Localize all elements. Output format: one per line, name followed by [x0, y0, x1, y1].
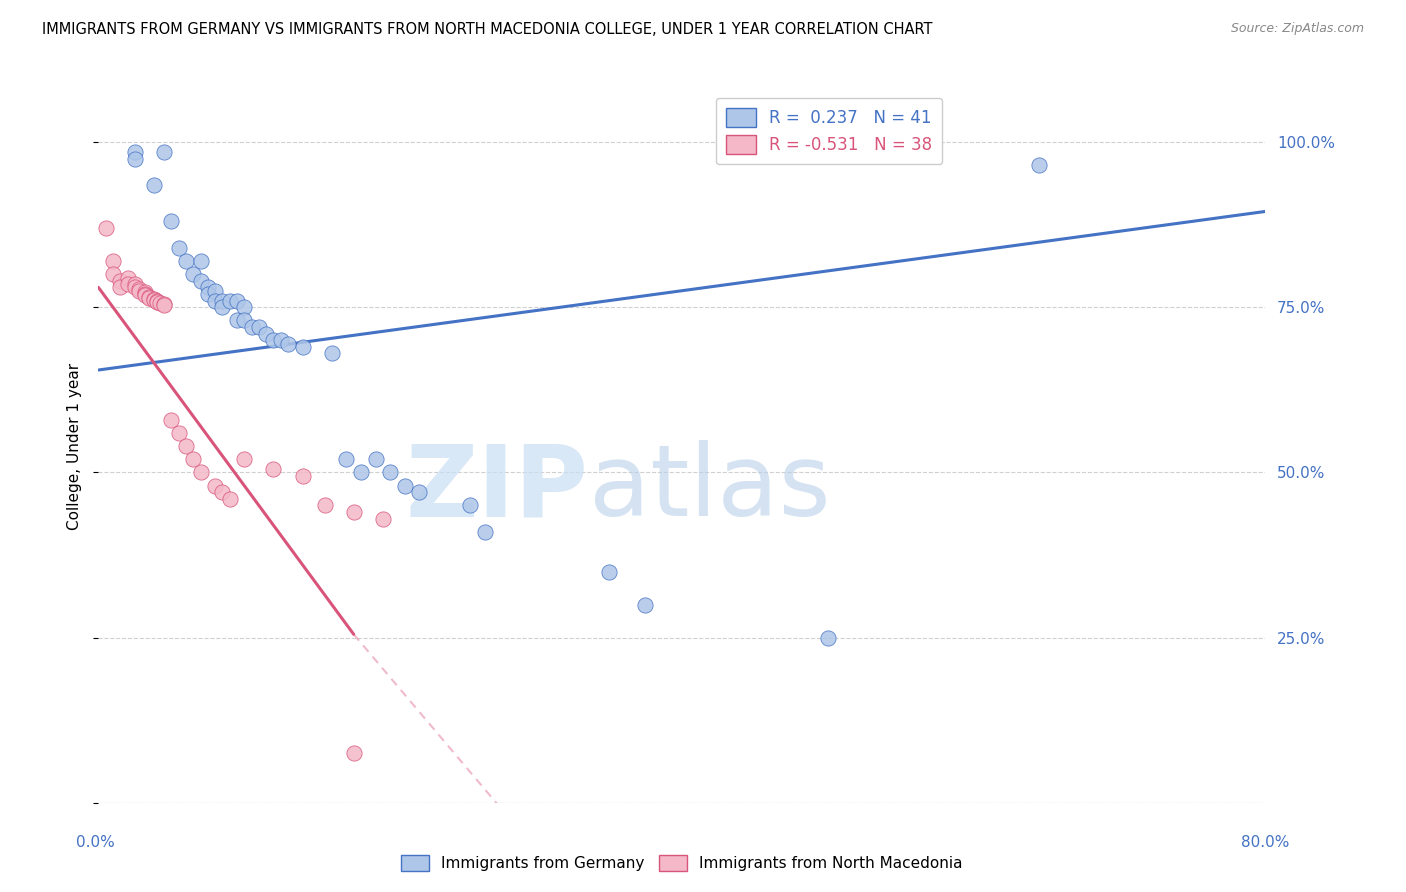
Point [247, 320, 270, 334]
Point [204, 478, 226, 492]
Point [233, 300, 256, 314]
Point [1028, 158, 1050, 172]
Point [291, 468, 314, 483]
Point [190, 254, 212, 268]
Point [101, 267, 124, 281]
Point [146, 295, 169, 310]
Point [134, 285, 156, 299]
Point [142, 292, 165, 306]
Point [110, 280, 132, 294]
Point [146, 293, 169, 308]
Point [149, 296, 172, 310]
Point [142, 178, 165, 192]
Point [270, 333, 292, 347]
Point [321, 346, 343, 360]
Text: 0.0%: 0.0% [76, 836, 115, 850]
Point [134, 287, 156, 301]
Point [634, 598, 657, 612]
Point [117, 270, 139, 285]
Point [474, 524, 496, 539]
Point [233, 452, 256, 467]
Point [408, 485, 430, 500]
Point [204, 293, 226, 308]
Point [190, 466, 212, 480]
Point [138, 291, 160, 305]
Point [211, 293, 233, 308]
Point [181, 452, 204, 467]
Point [262, 462, 284, 476]
Point [460, 499, 482, 513]
Point [343, 746, 366, 760]
Point [254, 326, 277, 341]
Y-axis label: College, Under 1 year: College, Under 1 year [66, 362, 82, 530]
Point [101, 254, 124, 268]
Legend: Immigrants from Germany, Immigrants from North Macedonia: Immigrants from Germany, Immigrants from… [395, 849, 969, 877]
Point [211, 300, 233, 314]
Point [371, 511, 394, 525]
Point [197, 287, 219, 301]
Point [128, 282, 150, 296]
Point [262, 333, 284, 347]
Text: Source: ZipAtlas.com: Source: ZipAtlas.com [1230, 22, 1364, 36]
Point [167, 241, 190, 255]
Point [314, 499, 336, 513]
Point [817, 631, 839, 645]
Point [204, 284, 226, 298]
Point [350, 466, 373, 480]
Text: IMMIGRANTS FROM GERMANY VS IMMIGRANTS FROM NORTH MACEDONIA COLLEGE, UNDER 1 YEAR: IMMIGRANTS FROM GERMANY VS IMMIGRANTS FR… [42, 22, 932, 37]
Point [160, 412, 183, 426]
Point [181, 267, 204, 281]
Point [218, 491, 240, 506]
Point [124, 145, 146, 159]
Point [134, 288, 156, 302]
Point [128, 284, 150, 298]
Point [218, 293, 240, 308]
Point [174, 439, 197, 453]
Point [394, 478, 416, 492]
Point [153, 297, 176, 311]
Point [124, 280, 146, 294]
Point [160, 214, 183, 228]
Point [277, 336, 299, 351]
Point [240, 320, 263, 334]
Point [335, 452, 357, 467]
Point [174, 254, 197, 268]
Point [211, 485, 233, 500]
Point [167, 425, 190, 440]
Point [110, 274, 132, 288]
Point [291, 340, 314, 354]
Point [226, 313, 249, 327]
Text: 80.0%: 80.0% [1241, 836, 1289, 850]
Point [124, 277, 146, 292]
Point [226, 293, 249, 308]
Point [94, 221, 117, 235]
Point [190, 274, 212, 288]
Point [138, 290, 160, 304]
Point [233, 313, 256, 327]
Text: atlas: atlas [589, 441, 830, 537]
Point [378, 466, 402, 480]
Point [197, 280, 219, 294]
Point [117, 277, 139, 292]
Point [153, 145, 176, 159]
Point [343, 505, 366, 519]
Point [142, 293, 165, 307]
Point [598, 565, 620, 579]
Point [153, 298, 176, 312]
Point [364, 452, 387, 467]
Point [124, 152, 146, 166]
Text: ZIP: ZIP [406, 441, 589, 537]
